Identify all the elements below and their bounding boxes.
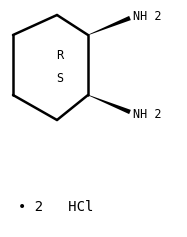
Polygon shape [88,95,131,114]
Polygon shape [88,16,131,35]
Text: S: S [56,72,64,85]
Text: • 2   HCl: • 2 HCl [18,200,93,214]
Text: NH 2: NH 2 [133,9,162,23]
Text: NH 2: NH 2 [133,108,162,120]
Text: R: R [56,49,64,61]
